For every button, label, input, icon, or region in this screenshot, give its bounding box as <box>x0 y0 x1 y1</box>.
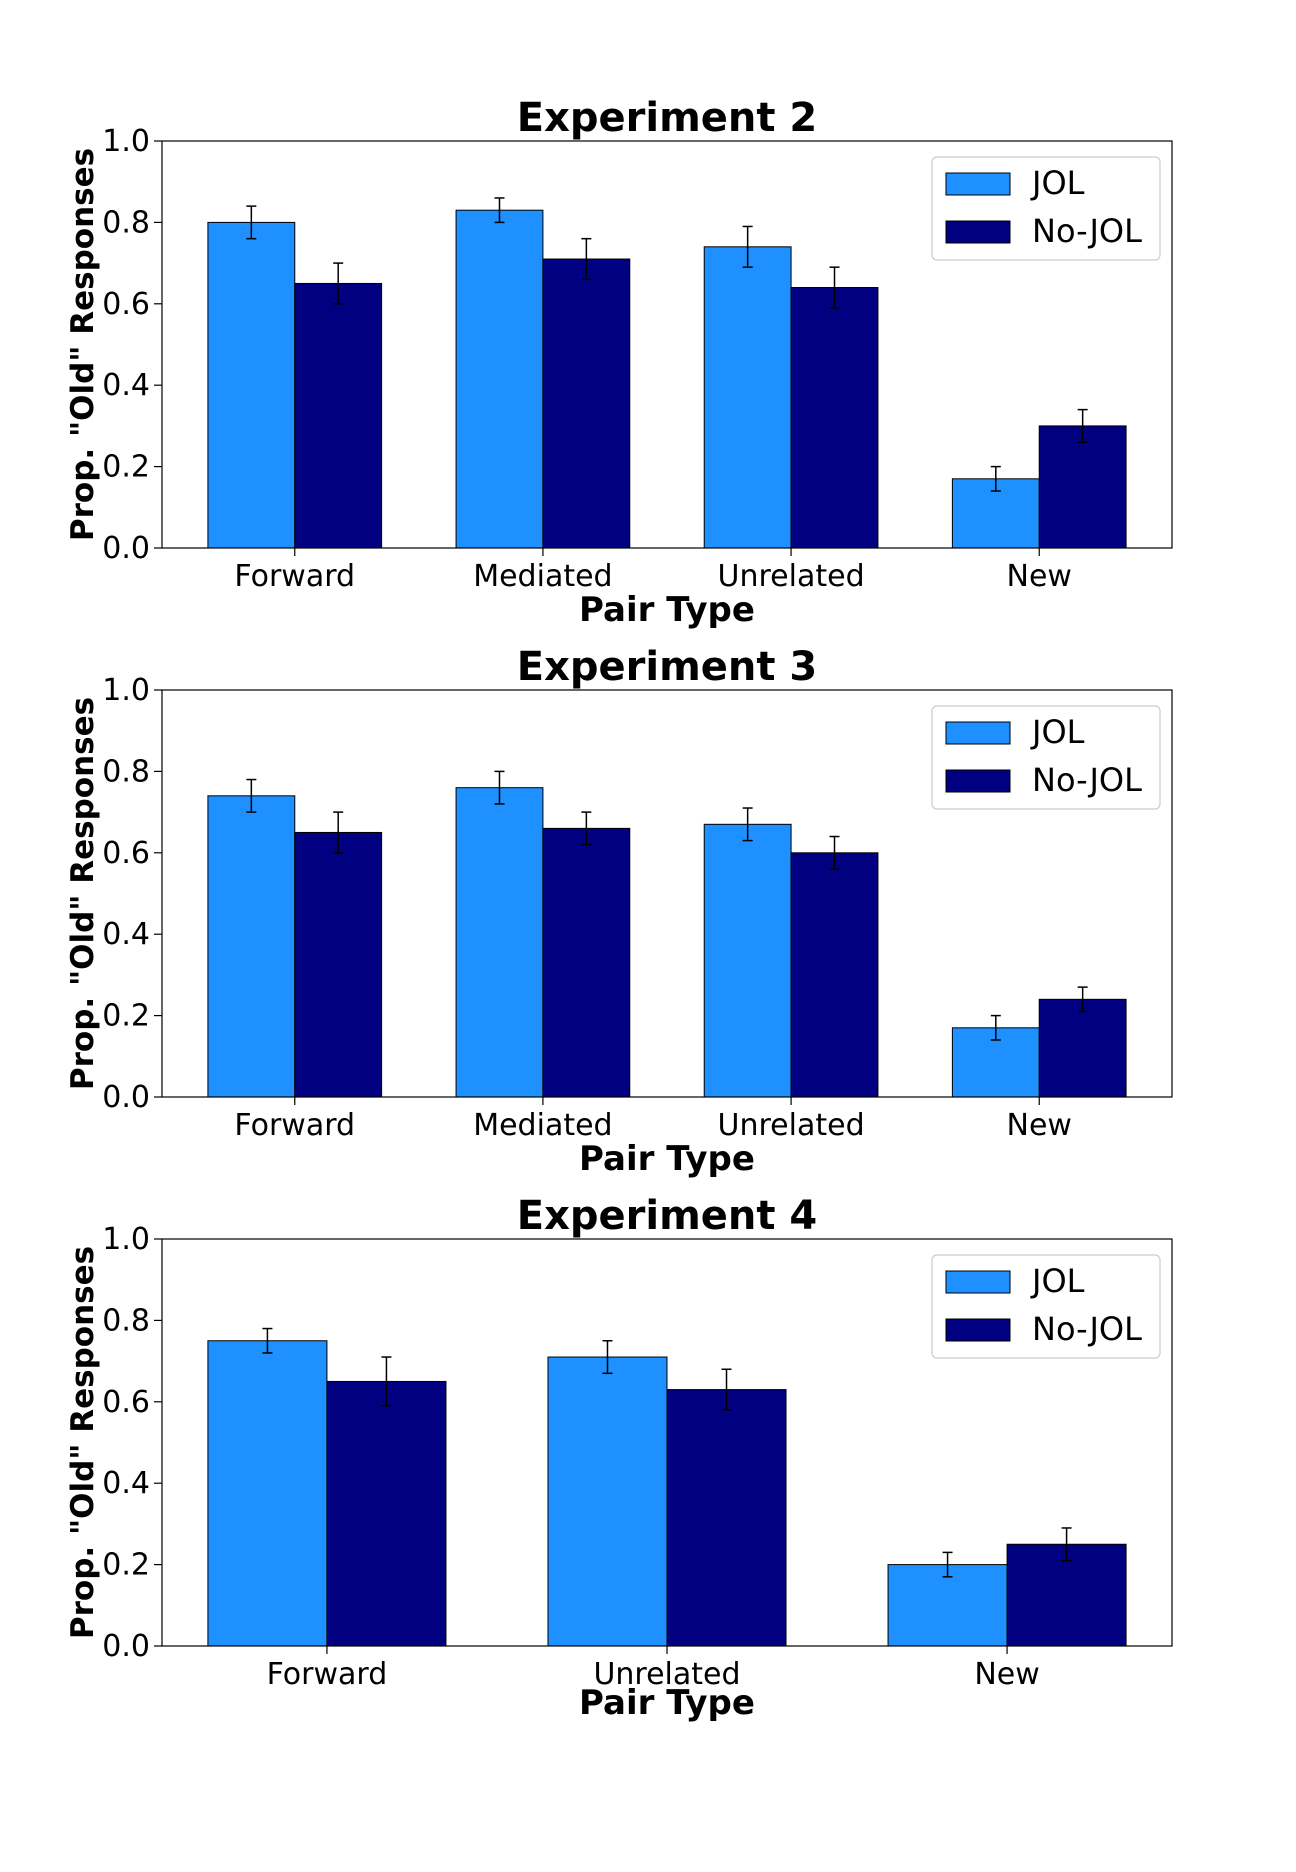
legend-label-jol: JOL <box>1030 164 1085 202</box>
legend-label-no-jol: No-JOL <box>1032 1310 1142 1348</box>
legend-swatch-no-jol <box>945 769 1011 793</box>
bar-no-jol-forward <box>294 282 383 549</box>
x-tick-label-new: New <box>1007 1108 1072 1143</box>
bar-jol-unrelated <box>703 823 792 1098</box>
x-tick-label-unrelated: Unrelated <box>718 1108 865 1143</box>
bar-no-jol-mediated <box>542 827 631 1098</box>
y-tick-label: 0.4 <box>102 1466 150 1501</box>
x-tick-label-mediated: Mediated <box>473 559 612 594</box>
plot-frame <box>161 689 1173 1098</box>
legend-swatch-jol <box>945 172 1011 196</box>
y-tick-label: 0.8 <box>102 754 150 789</box>
legend-swatch-no-jol <box>945 220 1011 244</box>
bar-no-jol-forward <box>326 1380 447 1647</box>
y-tick-label: 0.6 <box>102 836 150 871</box>
bar-no-jol-unrelated <box>666 1389 787 1647</box>
chart-title: Experiment 2 <box>517 95 818 141</box>
x-tick-label-new: New <box>1007 559 1072 594</box>
legend: JOL No-JOL <box>931 156 1161 261</box>
legend-swatch-no-jol <box>945 1318 1011 1342</box>
legend-swatch-jol <box>945 1270 1011 1294</box>
legend-swatch-jol <box>945 721 1011 745</box>
x-axis-label: Pair Type <box>579 590 755 630</box>
chart-title: Experiment 4 <box>517 1193 818 1239</box>
x-tick-label-forward: Forward <box>234 1108 355 1143</box>
bar-jol-mediated <box>455 209 544 549</box>
x-tick-label-forward: Forward <box>234 559 355 594</box>
legend-label-jol: JOL <box>1030 713 1085 751</box>
chart-panel-2: 0.0 0.2 0.4 0.6 0.8 1.0 Forward Mediated Unrelat… <box>65 95 1173 630</box>
y-tick-label: 0.0 <box>102 1080 150 1115</box>
y-tick-label: 0.2 <box>102 450 150 485</box>
plot-frame <box>161 140 1173 549</box>
chart-panel-4: 0.0 0.2 0.4 0.6 0.8 1.0 Forward Unrelated New Exp… <box>65 1193 1173 1723</box>
y-axis-label: Prop. "Old" Responses <box>65 148 101 541</box>
x-tick-label-mediated: Mediated <box>473 1108 612 1143</box>
y-tick-label: 1.0 <box>102 124 150 159</box>
y-tick-label: 0.8 <box>102 205 150 240</box>
x-axis-label: Pair Type <box>579 1683 755 1723</box>
bar-no-jol-unrelated <box>790 287 879 549</box>
bar-jol-forward <box>207 221 296 549</box>
legend: JOL No-JOL <box>931 705 1161 810</box>
legend-label-jol: JOL <box>1030 1262 1085 1300</box>
y-tick-label: 0.2 <box>102 999 150 1034</box>
y-tick-label: 0.2 <box>102 1548 150 1583</box>
legend: JOL No-JOL <box>931 1254 1161 1359</box>
bar-jol-unrelated <box>547 1356 668 1647</box>
bar-jol-unrelated <box>703 246 792 549</box>
bar-jol-mediated <box>455 787 544 1098</box>
bar-no-jol-unrelated <box>790 852 879 1098</box>
y-axis-label: Prop. "Old" Responses <box>65 1246 101 1639</box>
y-tick-label: 0.0 <box>102 531 150 566</box>
bar-no-jol-forward <box>294 831 383 1098</box>
bar-jol-forward <box>207 795 296 1098</box>
x-tick-label-unrelated: Unrelated <box>593 1657 740 1692</box>
bar-no-jol-new <box>1038 998 1127 1098</box>
bar-no-jol-mediated <box>542 258 631 549</box>
x-tick-label-new: New <box>974 1657 1039 1692</box>
x-tick-label-unrelated: Unrelated <box>718 559 865 594</box>
x-tick-label-forward: Forward <box>267 1657 388 1692</box>
y-tick-label: 1.0 <box>102 1222 150 1257</box>
y-tick-label: 1.0 <box>102 673 150 708</box>
y-tick-label: 0.4 <box>102 917 150 952</box>
legend-label-no-jol: No-JOL <box>1032 212 1142 250</box>
y-axis-label: Prop. "Old" Responses <box>65 697 101 1090</box>
y-tick-label: 0.4 <box>102 368 150 403</box>
y-tick-label: 0.0 <box>102 1629 150 1664</box>
x-axis-label: Pair Type <box>579 1139 755 1179</box>
chart-panel-3: 0.0 0.2 0.4 0.6 0.8 1.0 Forward Mediated Unrelat… <box>65 644 1173 1179</box>
bar-no-jol-new <box>1038 425 1127 549</box>
chart-title: Experiment 3 <box>517 644 818 690</box>
bar-jol-forward <box>207 1340 328 1647</box>
y-tick-label: 0.6 <box>102 1385 150 1420</box>
legend-label-no-jol: No-JOL <box>1032 761 1142 799</box>
y-tick-label: 0.8 <box>102 1303 150 1338</box>
y-tick-label: 0.6 <box>102 287 150 322</box>
